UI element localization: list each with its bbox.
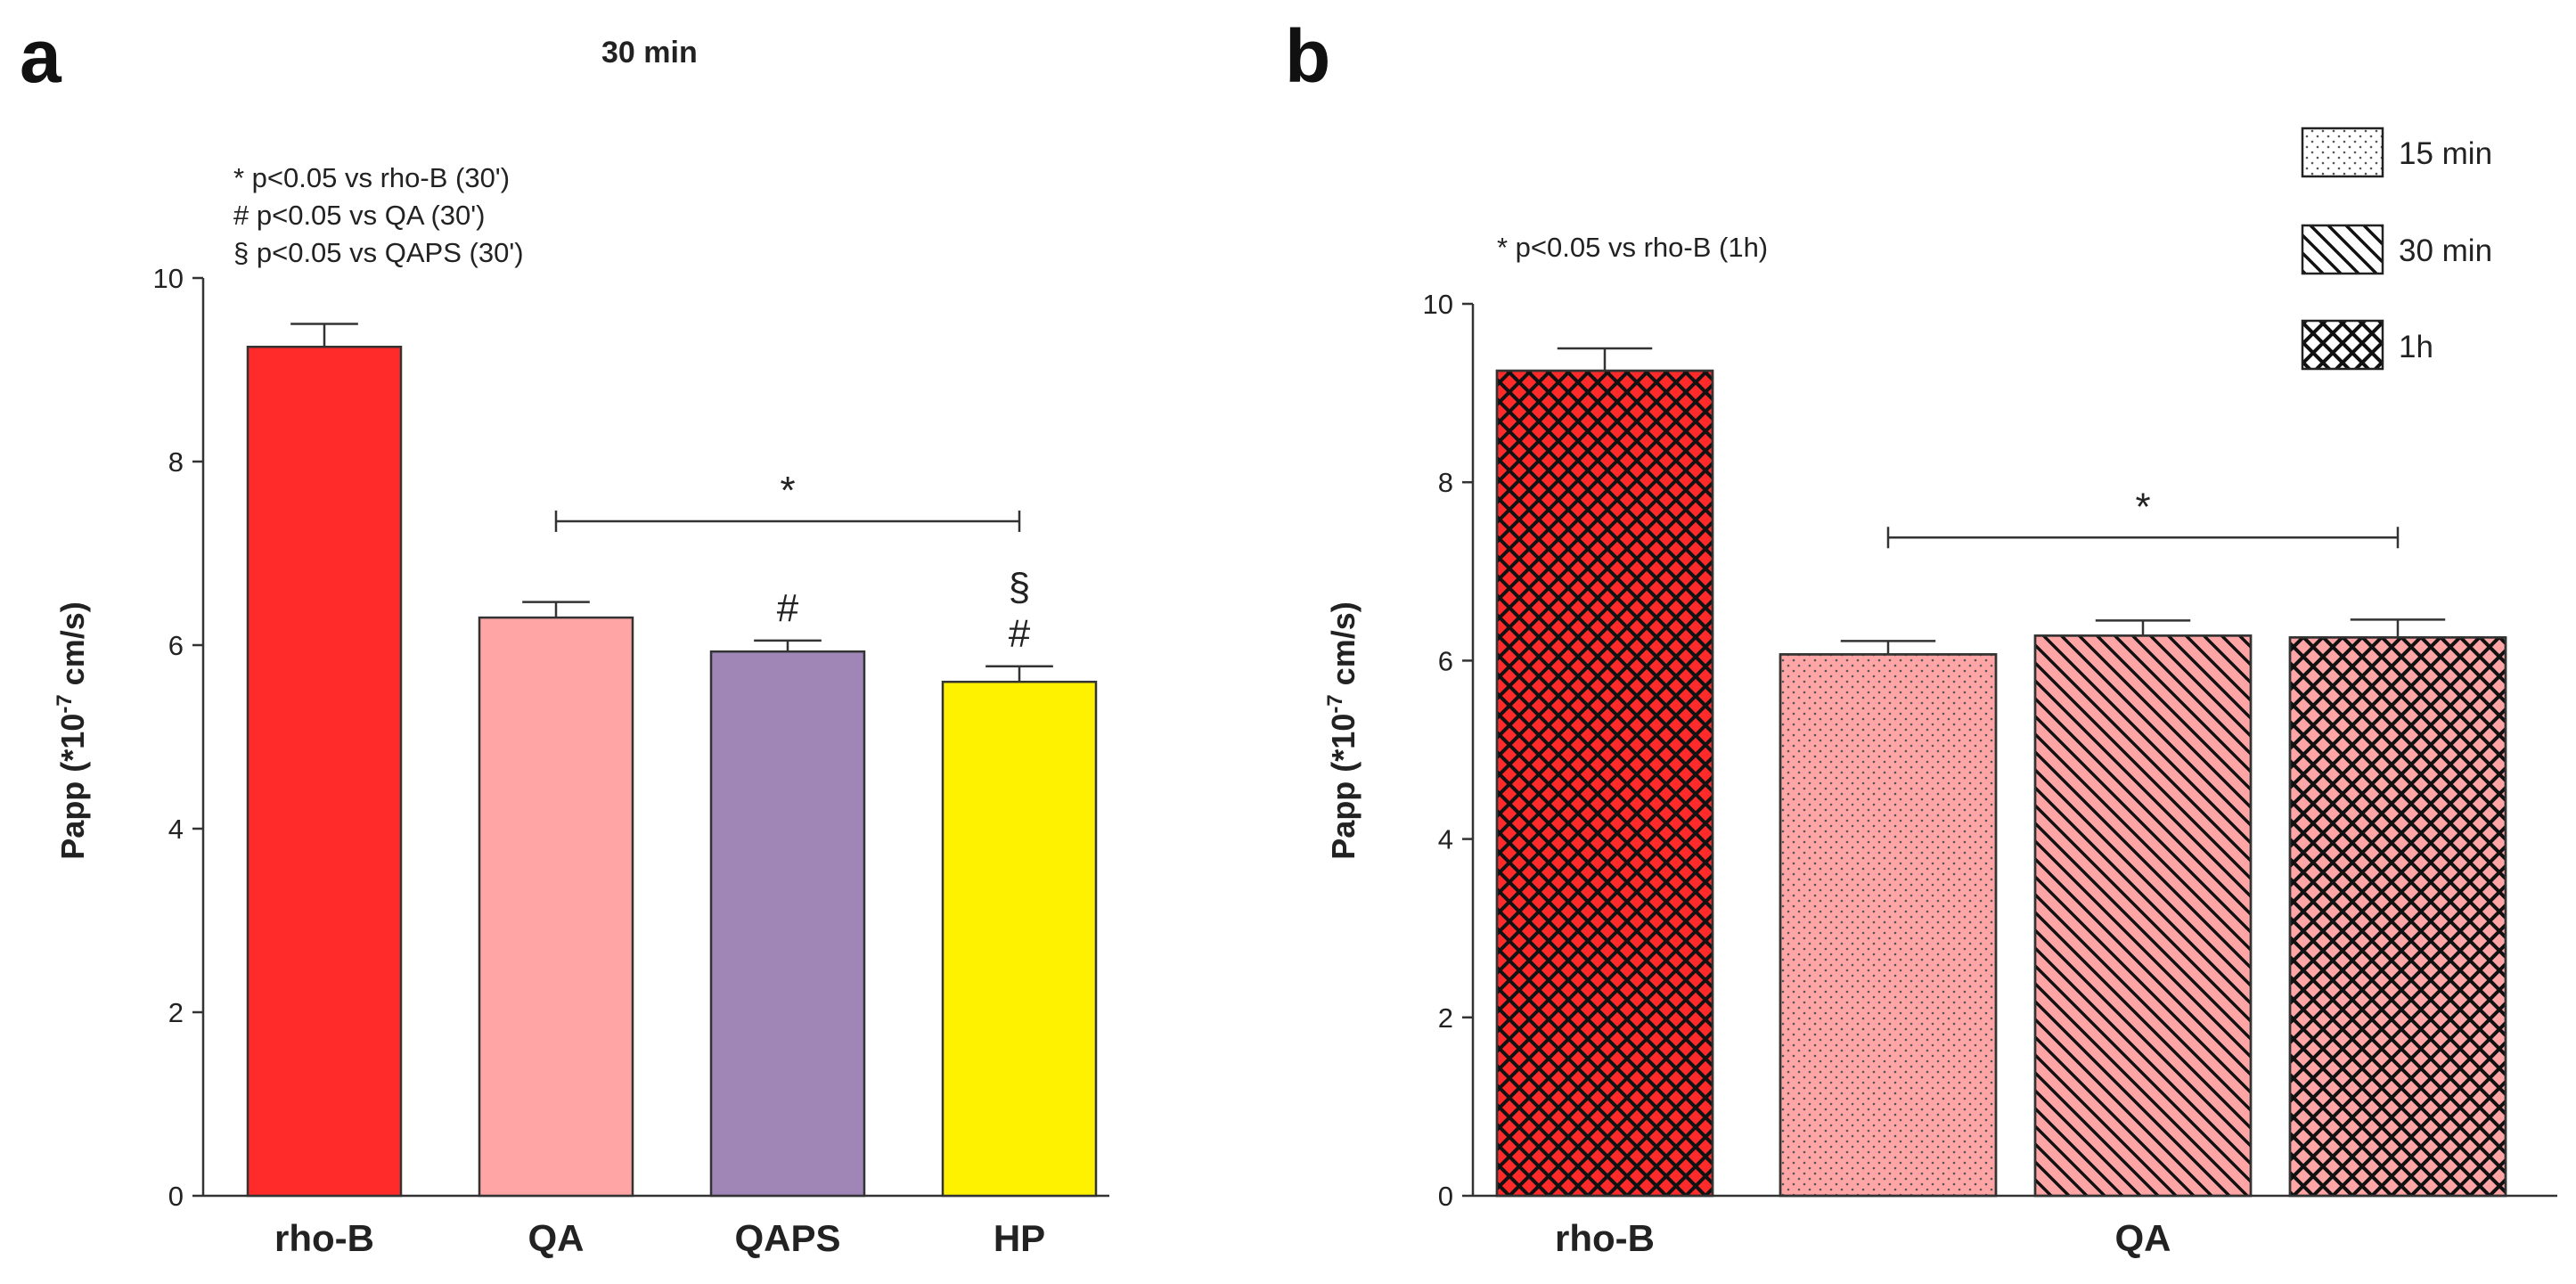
panel-a-y-axis-label: Papp (*10-7 cm/s) xyxy=(53,601,91,859)
panel-a-y-tick-label: 4 xyxy=(168,814,184,845)
panel-b-y-tick-label: 0 xyxy=(1438,1181,1453,1212)
legend-swatch-30-min xyxy=(2301,224,2384,275)
panel-b-bracket-label: * xyxy=(2135,485,2150,528)
panel-a-y-tick-label: 10 xyxy=(153,263,184,294)
panel-a-note-2: # p<0.05 vs QA (30') xyxy=(233,200,486,231)
panel-a-sig-marker-hp: # xyxy=(1009,612,1031,656)
panel-b-legend: 15 min 30 min 1h xyxy=(2301,127,2492,371)
panel-b-bar-pattern-rho-b-1h xyxy=(1495,369,1714,1198)
panel-b-letter: b xyxy=(1285,14,1330,98)
panel-a-note-3: § p<0.05 vs QAPS (30') xyxy=(233,237,524,268)
legend-swatch-1h xyxy=(2301,319,2384,371)
panel-b-annotations: * xyxy=(1886,485,2400,549)
panel-a-bracket-label: * xyxy=(780,469,795,512)
panel-a-y-tick-label: 8 xyxy=(168,446,184,478)
panel-a-note-1: * p<0.05 vs rho-B (30') xyxy=(233,162,510,193)
panel-b-y-tick-label: 2 xyxy=(1438,1002,1453,1034)
panel-a-bar-rho-b xyxy=(246,346,403,1198)
panel-a-y-tick-label: 2 xyxy=(168,997,184,1028)
panel-a-letter: a xyxy=(20,14,62,98)
legend-label-30-min: 30 min xyxy=(2399,233,2492,268)
legend-label-1h: 1h xyxy=(2399,330,2433,364)
panel-b-bar-pattern-qa-15-min xyxy=(1779,653,1998,1198)
panel-a-annotations: ##§* xyxy=(554,469,1031,656)
legend-label-15-min: 15 min xyxy=(2399,136,2492,171)
panel-a: a 30 min * p<0.05 vs rho-B (30') # p<0.0… xyxy=(20,14,1109,1259)
panel-a-bar-hp xyxy=(941,680,1098,1198)
panel-b-y-tick-label: 6 xyxy=(1438,645,1453,676)
panel-a-x-tick-label-qaps: QAPS xyxy=(734,1217,840,1259)
panel-b-y-tick-label: 4 xyxy=(1438,824,1453,855)
panel-a-y-tick-label: 6 xyxy=(168,630,184,661)
panel-b-y-tick-label: 8 xyxy=(1438,467,1453,498)
panel-b-bar-pattern-qa-30-min xyxy=(2033,634,2253,1198)
panel-a-x-tick-label-rho-b: rho-B xyxy=(274,1217,374,1259)
panel-a-bar-qaps xyxy=(709,650,866,1198)
panel-a-bar-qa xyxy=(478,616,634,1198)
panel-b-bars: rho-B QA xyxy=(1495,347,2507,1259)
panel-b-x-tick-label-qa: QA xyxy=(2115,1217,2171,1259)
panel-a-sig-marker-top-hp: § xyxy=(1009,566,1030,609)
panel-b: b * p<0.05 vs rho-B (1h) Papp (*10-7 cm/… xyxy=(1285,14,2557,1259)
panel-a-x-tick-label-qa: QA xyxy=(528,1217,585,1259)
panel-b-bar-pattern-qa-1h xyxy=(2288,636,2507,1198)
panel-b-x-tick-label-rho-b: rho-B xyxy=(1555,1217,1655,1259)
panel-b-y-axis-label: Papp (*10-7 cm/s) xyxy=(1323,601,1362,859)
legend-swatch-15-min xyxy=(2301,127,2384,178)
panel-a-sig-marker-qaps: # xyxy=(777,586,799,630)
panel-a-y-tick-label: 0 xyxy=(168,1181,184,1212)
panel-b-y-tick-label: 10 xyxy=(1423,289,1453,320)
panel-a-bars: rho-B QA QAPS HP xyxy=(246,323,1098,1259)
panel-a-x-tick-label-hp: HP xyxy=(994,1217,1045,1259)
panel-b-note-1: * p<0.05 vs rho-B (1h) xyxy=(1497,232,1768,263)
panel-a-title: 30 min xyxy=(601,36,698,70)
